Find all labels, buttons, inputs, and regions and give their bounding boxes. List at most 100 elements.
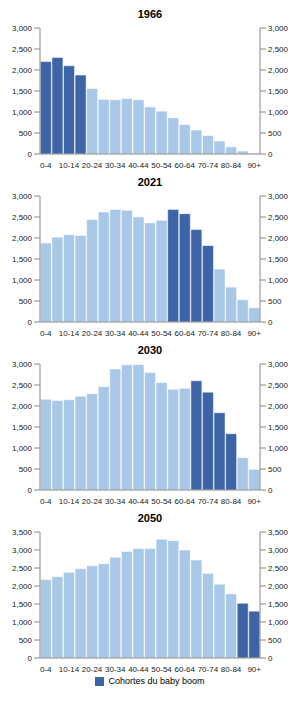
svg-text:2,000: 2,000 [12, 402, 33, 411]
svg-text:0: 0 [28, 150, 33, 159]
svg-text:2,500: 2,500 [268, 564, 289, 573]
svg-text:20-24: 20-24 [82, 161, 103, 170]
svg-text:90+: 90+ [247, 161, 261, 170]
svg-text:1,500: 1,500 [268, 600, 289, 609]
svg-text:3,500: 3,500 [12, 528, 33, 537]
svg-text:3,000: 3,000 [268, 192, 289, 201]
svg-text:1,500: 1,500 [268, 255, 289, 264]
svg-text:40-44: 40-44 [128, 161, 149, 170]
svg-text:0: 0 [28, 486, 33, 495]
svg-text:500: 500 [19, 297, 33, 306]
svg-text:60-64: 60-64 [175, 329, 196, 338]
svg-text:2,000: 2,000 [268, 66, 289, 75]
svg-text:0-4: 0-4 [40, 665, 52, 674]
svg-text:0: 0 [268, 318, 273, 327]
svg-text:20-24: 20-24 [82, 665, 103, 674]
svg-text:3,000: 3,000 [12, 546, 33, 555]
svg-text:2,500: 2,500 [12, 564, 33, 573]
svg-text:80-84: 80-84 [221, 665, 242, 674]
svg-text:2,500: 2,500 [268, 45, 289, 54]
svg-text:90+: 90+ [247, 665, 261, 674]
svg-text:1,500: 1,500 [12, 87, 33, 96]
svg-text:3,000: 3,000 [268, 546, 289, 555]
svg-text:1,000: 1,000 [12, 108, 33, 117]
svg-text:500: 500 [268, 129, 282, 138]
svg-text:1,500: 1,500 [12, 423, 33, 432]
svg-text:1,500: 1,500 [268, 423, 289, 432]
svg-text:30-34: 30-34 [105, 329, 126, 338]
svg-text:500: 500 [19, 636, 33, 645]
svg-text:500: 500 [19, 129, 33, 138]
svg-text:70-74: 70-74 [198, 497, 219, 506]
svg-text:2,000: 2,000 [268, 582, 289, 591]
svg-text:2,500: 2,500 [268, 381, 289, 390]
svg-text:30-34: 30-34 [105, 497, 126, 506]
svg-text:40-44: 40-44 [128, 497, 149, 506]
svg-text:3,000: 3,000 [12, 24, 33, 33]
svg-text:70-74: 70-74 [198, 329, 219, 338]
svg-text:50-54: 50-54 [151, 665, 172, 674]
svg-text:10-14: 10-14 [59, 329, 80, 338]
svg-text:60-64: 60-64 [175, 665, 196, 674]
svg-text:1,000: 1,000 [12, 618, 33, 627]
svg-text:500: 500 [268, 465, 282, 474]
svg-text:70-74: 70-74 [198, 665, 219, 674]
svg-text:0: 0 [28, 318, 33, 327]
svg-text:500: 500 [268, 297, 282, 306]
svg-text:80-84: 80-84 [221, 329, 242, 338]
svg-text:500: 500 [19, 465, 33, 474]
svg-text:50-54: 50-54 [151, 497, 172, 506]
svg-text:30-34: 30-34 [105, 161, 126, 170]
svg-text:500: 500 [268, 636, 282, 645]
svg-text:0-4: 0-4 [40, 161, 52, 170]
svg-text:2,000: 2,000 [12, 234, 33, 243]
svg-text:20-24: 20-24 [82, 329, 103, 338]
svg-text:1,000: 1,000 [268, 444, 289, 453]
svg-text:1,000: 1,000 [12, 444, 33, 453]
svg-text:3,000: 3,000 [268, 24, 289, 33]
svg-text:70-74: 70-74 [198, 161, 219, 170]
html-text:1966: 1966 [137, 8, 163, 20]
svg-text:10-14: 10-14 [59, 497, 80, 506]
svg-text:50-54: 50-54 [151, 329, 172, 338]
svg-text:3,000: 3,000 [12, 192, 33, 201]
svg-text:0-4: 0-4 [40, 329, 52, 338]
svg-text:0: 0 [268, 486, 273, 495]
svg-text:90+: 90+ [247, 329, 261, 338]
svg-text:1,500: 1,500 [268, 87, 289, 96]
svg-text:0: 0 [268, 654, 273, 663]
svg-text:1,000: 1,000 [12, 276, 33, 285]
svg-text:80-84: 80-84 [221, 161, 242, 170]
html-text:2021: 2021 [137, 176, 163, 188]
svg-text:60-64: 60-64 [175, 497, 196, 506]
svg-text:3,000: 3,000 [12, 360, 33, 369]
svg-text:2,500: 2,500 [268, 213, 289, 222]
svg-text:60-64: 60-64 [175, 161, 196, 170]
svg-text:0: 0 [268, 150, 273, 159]
svg-text:1,000: 1,000 [268, 618, 289, 627]
svg-text:3,000: 3,000 [268, 360, 289, 369]
svg-text:2,000: 2,000 [12, 582, 33, 591]
svg-text:1,000: 1,000 [268, 276, 289, 285]
svg-text:20-24: 20-24 [82, 497, 103, 506]
svg-text:0-4: 0-4 [40, 497, 52, 506]
svg-text:2,000: 2,000 [268, 402, 289, 411]
svg-text:2,500: 2,500 [12, 45, 33, 54]
svg-text:1,500: 1,500 [12, 600, 33, 609]
svg-text:3,500: 3,500 [268, 528, 289, 537]
svg-text:2,500: 2,500 [12, 213, 33, 222]
svg-text:10-14: 10-14 [59, 161, 80, 170]
svg-text:40-44: 40-44 [128, 665, 149, 674]
svg-text:1,000: 1,000 [268, 108, 289, 117]
svg-text:10-14: 10-14 [59, 665, 80, 674]
svg-text:50-54: 50-54 [151, 161, 172, 170]
svg-text:0: 0 [28, 654, 33, 663]
svg-text:80-84: 80-84 [221, 497, 242, 506]
svg-text:2,500: 2,500 [12, 381, 33, 390]
svg-text:1,500: 1,500 [12, 255, 33, 264]
svg-text:2,000: 2,000 [268, 234, 289, 243]
svg-text:2,000: 2,000 [12, 66, 33, 75]
svg-text:90+: 90+ [247, 497, 261, 506]
svg-text:30-34: 30-34 [105, 665, 126, 674]
svg-text:40-44: 40-44 [128, 329, 149, 338]
